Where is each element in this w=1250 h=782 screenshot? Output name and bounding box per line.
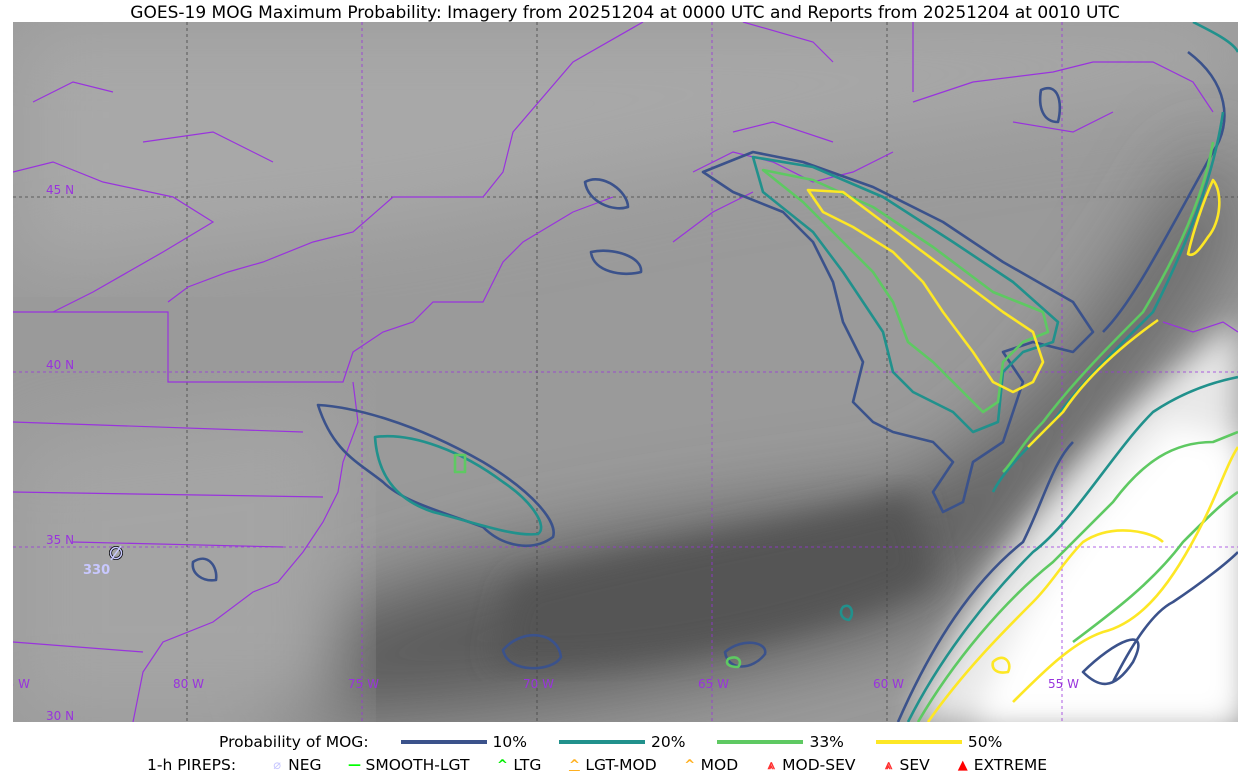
lat-label: 40 N <box>46 358 74 372</box>
legend-item-33: 33% <box>685 733 844 751</box>
line-icon: — <box>348 757 362 773</box>
pirep-item-smooth: — SMOOTH-LGT <box>322 756 470 774</box>
lon-label: 65 W <box>698 677 729 691</box>
pirep-item-lgt-mod: ^ LGT-MOD <box>541 756 657 774</box>
pirep-flight-level: 330 <box>83 563 110 578</box>
legend-label: 50% <box>967 733 1003 751</box>
pirep-item-neg: ⌀ NEG <box>236 756 321 774</box>
legend-label: EXTREME <box>973 756 1048 774</box>
pirep-item-mod-sev: ⩓ MOD-SEV <box>738 756 856 774</box>
swatch-50 <box>875 740 962 744</box>
legend-item-50: 50% <box>844 733 1002 751</box>
legend-item-20: 20% <box>527 733 685 751</box>
figure-title: GOES-19 MOG Maximum Probability: Imagery… <box>130 3 1120 23</box>
pirep-item-extreme: ▲ EXTREME <box>930 756 1047 774</box>
lat-label: 35 N <box>46 533 74 547</box>
mog-probability-contours <box>191 22 1238 722</box>
contour-10pct <box>191 50 1238 722</box>
contour-33pct <box>453 141 1238 722</box>
legend-label: LTG <box>513 756 542 774</box>
graticule <box>13 22 1238 722</box>
pirep-legend-title: 1-h PIREPS: <box>147 756 237 774</box>
legend-label: 10% <box>492 733 527 751</box>
lon-label: 55 W <box>1048 677 1079 691</box>
legend-item-10: 10% <box>369 733 527 751</box>
pirep-item-sev: ⩓ SEV <box>856 756 930 774</box>
lon-label: 75 W <box>348 677 379 691</box>
satellite-map: 45 N 40 N 35 N 30 N 85 W 80 W 75 W 70 W … <box>13 22 1238 722</box>
pirep-neg-marker[interactable]: 330 <box>83 545 123 578</box>
lat-label: 30 N <box>46 709 74 722</box>
swatch-20 <box>559 740 645 744</box>
contour-20pct <box>373 22 1238 722</box>
lon-label: 60 W <box>873 677 904 691</box>
probability-legend: Probability of MOG: 10% 20% 33% 50% <box>219 733 1250 751</box>
legend-label: NEG <box>288 756 322 774</box>
legend-label: MOD <box>700 756 739 774</box>
lat-label: 45 N <box>46 183 74 197</box>
contour-50pct <box>806 178 1238 722</box>
legend-label: 33% <box>809 733 844 751</box>
lon-label: 85 W <box>13 677 30 691</box>
pirep-legend: 1-h PIREPS: ⌀ NEG — SMOOTH-LGT ^ LTG ^ LGT-M… <box>147 756 1250 774</box>
double-caret-icon: ⩓ <box>767 757 775 773</box>
probability-legend-title: Probability of MOG: <box>219 733 369 751</box>
legend-label: MOD-SEV <box>782 756 856 774</box>
legend-label: SMOOTH-LGT <box>365 756 470 774</box>
double-caret-icon: ⩓ <box>884 757 893 773</box>
legend-label: SEV <box>899 756 930 774</box>
legend-label: 20% <box>651 733 686 751</box>
neg-circle-slash-icon: ⌀ <box>273 757 282 773</box>
caret-icon: ^ <box>684 757 696 773</box>
swatch-10 <box>400 740 487 744</box>
pirep-item-ltg: ^ LTG <box>469 756 541 774</box>
swatch-33 <box>717 740 804 744</box>
pirep-item-mod: ^ MOD <box>657 756 739 774</box>
lon-label: 70 W <box>523 677 554 691</box>
coastlines-borders <box>13 22 1238 722</box>
caret-underline-icon: ^ <box>568 757 580 773</box>
lon-label: 80 W <box>173 677 204 691</box>
legend-label: LGT-MOD <box>585 756 657 774</box>
filled-triangle-icon: ▲ <box>957 757 968 773</box>
caret-icon: ^ <box>496 757 508 773</box>
